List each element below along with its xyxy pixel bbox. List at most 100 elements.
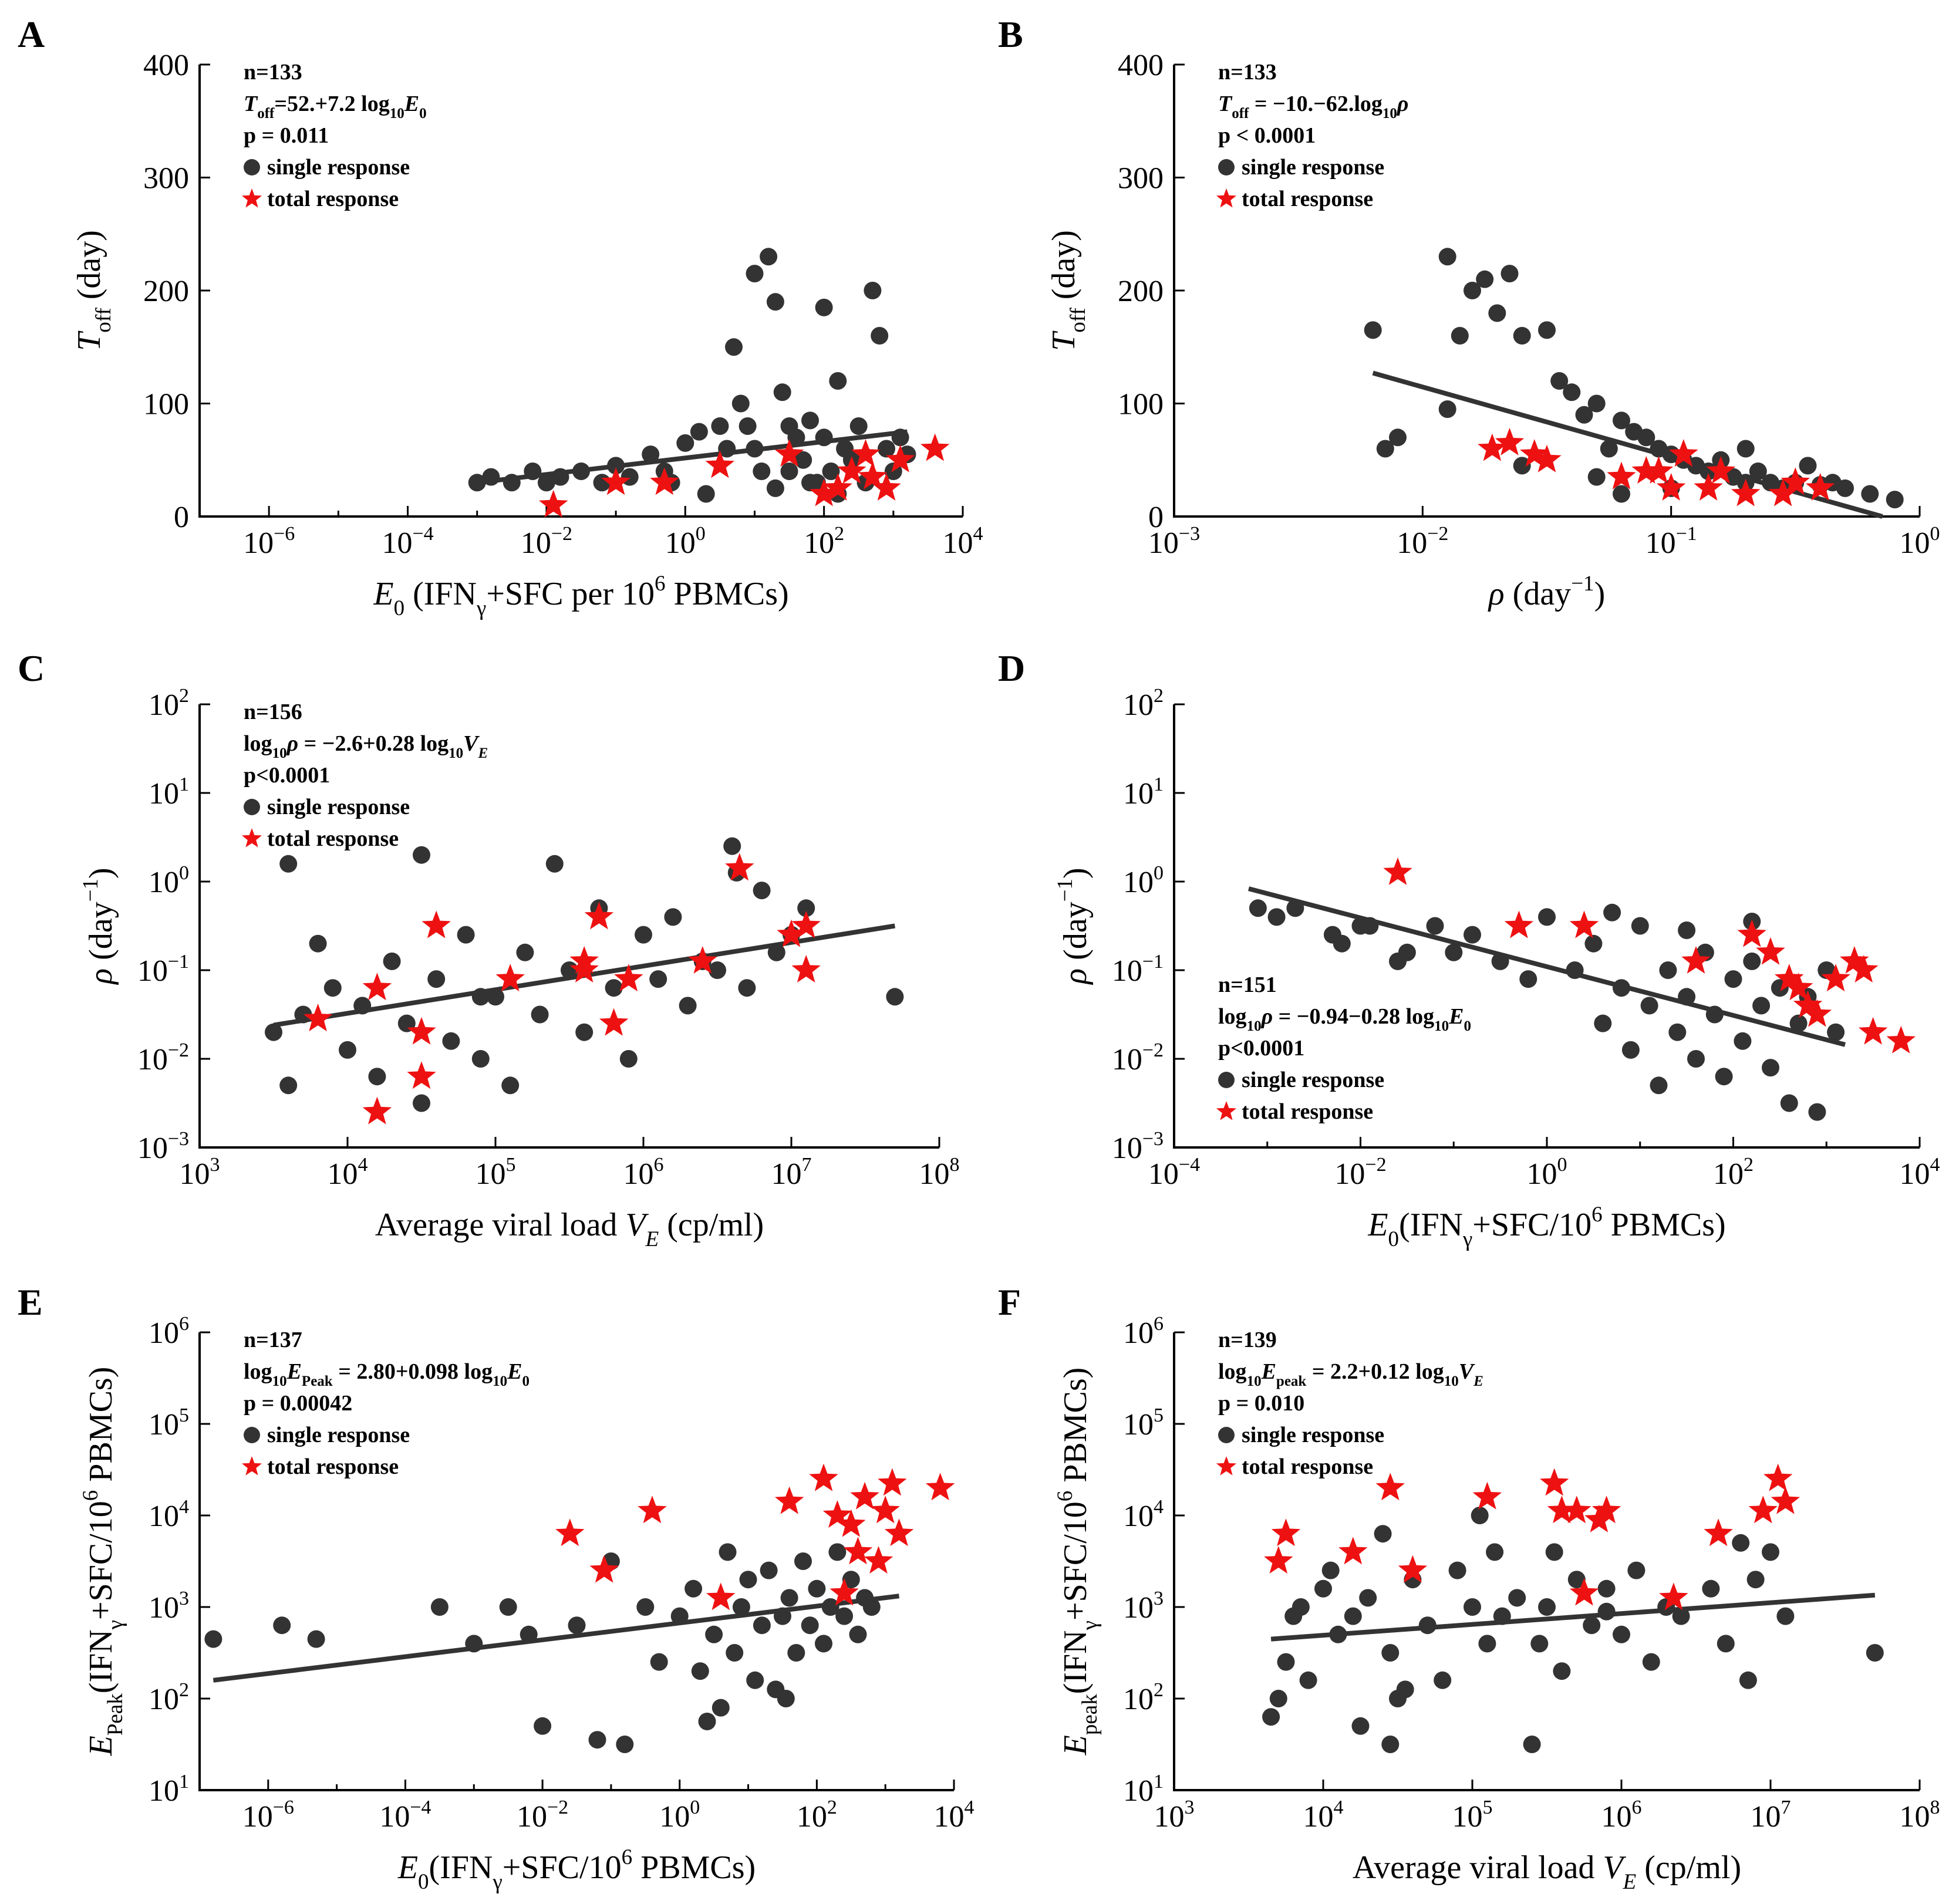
x-tick-label-part-1: 4 bbox=[965, 1797, 974, 1818]
x-tick-label-part-0: 10 bbox=[1397, 526, 1427, 560]
single-response-point bbox=[1702, 1579, 1720, 1598]
x-tick-label-part-1: −2 bbox=[547, 1797, 568, 1818]
y-tick-label-part-0: 10 bbox=[1123, 777, 1154, 811]
single-response-point bbox=[732, 1598, 750, 1616]
legend-p-value-part-0: p = 0.011 bbox=[244, 123, 329, 148]
legend-equation-part-0: T bbox=[1218, 92, 1233, 116]
single-response-point bbox=[1732, 1534, 1750, 1552]
y-tick-label-part-0: 300 bbox=[1118, 162, 1164, 195]
legend-star-icon bbox=[1216, 1456, 1237, 1476]
legend-total-label-part-0: total response bbox=[267, 1454, 399, 1479]
legend-equation-part-2: E bbox=[286, 1359, 302, 1384]
y-tick-label-part-1: 4 bbox=[179, 1496, 189, 1518]
single-response-point bbox=[808, 1579, 826, 1598]
legend-equation-part-6: 0 bbox=[1464, 1018, 1472, 1034]
single-response-point bbox=[773, 383, 791, 401]
x-tick-label-part-1: 4 bbox=[358, 1154, 368, 1176]
y-tick-label-part-0: 10 bbox=[1123, 1683, 1154, 1716]
y-tick-label: 105 bbox=[149, 1405, 189, 1441]
single-response-point bbox=[1575, 406, 1593, 424]
single-response-point bbox=[368, 1068, 386, 1086]
single-response-point bbox=[468, 474, 486, 492]
x-tick-label-part-1: −6 bbox=[274, 523, 295, 545]
y-tick-label-part-1: 6 bbox=[179, 1313, 189, 1335]
single-response-point bbox=[1351, 1717, 1370, 1735]
y-tick-label-part-1: 2 bbox=[179, 1679, 189, 1701]
x-tick-label-part-0: 10 bbox=[180, 1157, 210, 1191]
single-response-point bbox=[1587, 394, 1606, 413]
single-response-point bbox=[1659, 961, 1677, 979]
total-response-point bbox=[884, 1518, 914, 1547]
total-response-point bbox=[1821, 964, 1850, 992]
y-tick-label-part-0: 10 bbox=[1123, 866, 1154, 899]
legend-total-label: total response bbox=[267, 187, 399, 211]
y-tick-label-part-1: 2 bbox=[179, 685, 189, 707]
x-tick-label-part-0: 10 bbox=[328, 1157, 358, 1191]
x-tick-label: 103 bbox=[180, 1154, 220, 1191]
single-response-point bbox=[787, 428, 805, 447]
legend-single-label: single response bbox=[1242, 155, 1384, 180]
single-response-point bbox=[1640, 997, 1658, 1015]
x-axis-label: E0 (IFNγ+SFC per 106 PBMCs) bbox=[373, 572, 788, 620]
x-tick-label-part-1: 4 bbox=[1334, 1797, 1344, 1818]
legend-single-label-part-0: single response bbox=[267, 155, 410, 180]
x-axis-label-part-2: (IFN bbox=[404, 576, 477, 612]
y-tick-label: 100 bbox=[1123, 862, 1164, 899]
single-response-point bbox=[828, 1543, 847, 1561]
single-response-point bbox=[265, 1023, 282, 1041]
single-response-point bbox=[650, 1653, 668, 1671]
legend-equation-part-0: log bbox=[1218, 1359, 1247, 1384]
x-tick-label-part-0: 10 bbox=[1452, 1800, 1483, 1834]
y-tick-label: 400 bbox=[1118, 49, 1164, 82]
y-tick-label-part-0: 10 bbox=[149, 1500, 179, 1533]
single-response-point bbox=[1678, 921, 1696, 939]
single-response-point bbox=[679, 997, 697, 1015]
single-response-point bbox=[849, 1625, 867, 1643]
y-axis-label-part-3: γ bbox=[103, 1620, 127, 1630]
total-response-point bbox=[1763, 1463, 1793, 1491]
legend-equation: log10ρ = −0.94−0.28 log10E0 bbox=[1218, 1004, 1471, 1034]
single-response-point bbox=[849, 417, 868, 435]
x-axis-label-part-6: PBMCs) bbox=[632, 1849, 756, 1886]
x-axis-label: E0(IFNγ+SFC/106 PBMCs) bbox=[397, 1845, 756, 1894]
single-response-point bbox=[864, 282, 882, 299]
legend-dot-icon bbox=[244, 799, 260, 815]
single-response-point bbox=[739, 1571, 757, 1589]
y-tick-label: 10−3 bbox=[137, 1128, 189, 1165]
legend-equation-part-6: E bbox=[478, 745, 488, 761]
y-tick-label: 10−2 bbox=[137, 1039, 189, 1076]
total-response-point bbox=[864, 1546, 893, 1574]
y-tick-label: 102 bbox=[149, 685, 189, 722]
regression-line bbox=[477, 429, 908, 485]
legend-n-part-0: n=151 bbox=[1218, 973, 1277, 997]
single-response-point bbox=[1594, 1014, 1612, 1032]
single-response-point bbox=[273, 1616, 291, 1635]
single-response-point bbox=[1739, 1671, 1757, 1689]
legend-equation-part-2: ρ bbox=[1261, 1004, 1273, 1029]
legend-equation-part-4: E bbox=[404, 92, 419, 116]
y-axis-label: Toff (day) bbox=[1046, 230, 1090, 351]
x-tick-label-part-1: −2 bbox=[551, 523, 572, 545]
total-response-point bbox=[920, 433, 950, 461]
y-tick-label: 103 bbox=[149, 1588, 189, 1625]
legend-total-label-part-0: total response bbox=[1242, 1099, 1373, 1124]
y-tick-label-part-1: 5 bbox=[1154, 1405, 1164, 1426]
total-response-point bbox=[1802, 999, 1832, 1027]
y-tick-label: 100 bbox=[1118, 388, 1164, 421]
single-response-point bbox=[642, 445, 660, 464]
y-axis-label-part-1: Peak bbox=[103, 1693, 127, 1736]
x-tick-label: 107 bbox=[771, 1154, 812, 1191]
total-response-point bbox=[1504, 910, 1534, 939]
single-response-point bbox=[1597, 1579, 1616, 1598]
regression-line bbox=[1270, 1592, 1876, 1642]
x-tick-label-part-1: −6 bbox=[273, 1797, 294, 1818]
total-response-point bbox=[878, 1468, 907, 1496]
legend-star-icon bbox=[1216, 188, 1237, 208]
single-response-point bbox=[794, 1552, 812, 1570]
total-response-point bbox=[1771, 1486, 1800, 1514]
total-response-point bbox=[407, 1061, 436, 1089]
single-response-point bbox=[780, 1589, 798, 1607]
single-response-point bbox=[516, 943, 534, 961]
single-response-point bbox=[1621, 1041, 1640, 1059]
